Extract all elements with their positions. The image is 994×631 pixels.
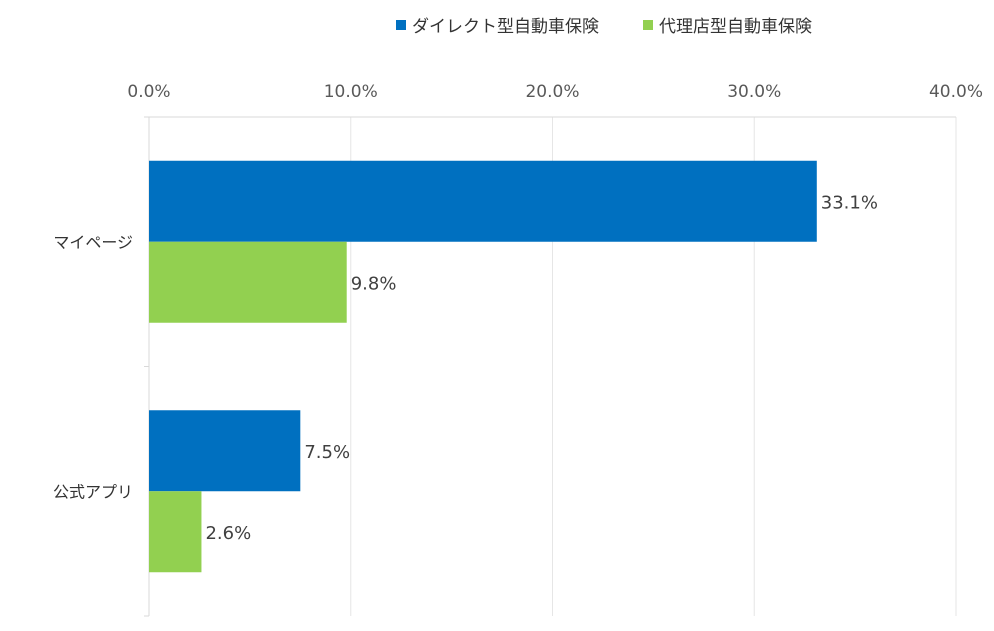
bar-0-1 — [149, 410, 301, 492]
legend: ダイレクト型自動車保険 代理店型自動車保険 — [396, 12, 812, 37]
legend-label-agency: 代理店型自動車保険 — [659, 17, 812, 37]
data-label-1-1: 2.6% — [205, 523, 251, 544]
category-label-0: マイページ — [53, 233, 133, 252]
data-label-0-0: 33.1% — [821, 192, 878, 213]
bar-0-0 — [149, 160, 817, 242]
legend-swatch-agency — [643, 19, 653, 30]
bar-1-0 — [149, 241, 347, 323]
x-tick-label-2: 20.0% — [525, 82, 579, 102]
bar-1-1 — [149, 491, 202, 573]
x-tick-label-0: 0.0% — [127, 82, 170, 102]
legend-item-direct: ダイレクト型自動車保険 — [396, 12, 599, 37]
data-label-1-0: 9.8% — [351, 273, 397, 294]
data-label-0-1: 7.5% — [304, 442, 350, 463]
x-tick-label-3: 30.0% — [727, 82, 781, 102]
legend-swatch-direct — [396, 19, 406, 30]
category-label-1: 公式アプリ — [53, 482, 133, 501]
x-tick-label-1: 10.0% — [324, 82, 378, 102]
legend-label-direct: ダイレクト型自動車保険 — [412, 17, 599, 37]
legend-item-agency: 代理店型自動車保険 — [643, 12, 812, 37]
x-tick-label-4: 40.0% — [929, 82, 983, 102]
